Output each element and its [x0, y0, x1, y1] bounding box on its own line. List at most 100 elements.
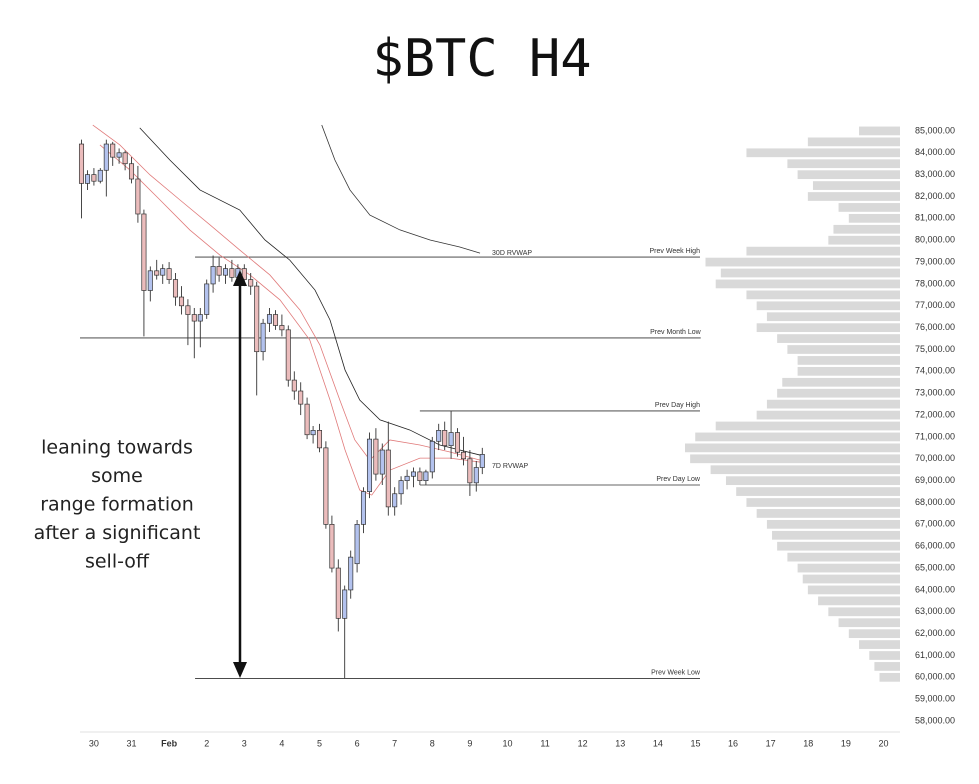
candle-body	[473, 467, 479, 484]
profile-bar	[879, 672, 900, 682]
x-tick-label: 18	[803, 738, 813, 748]
y-tick-label: 71,000.00	[915, 431, 955, 441]
rvwap-line	[321, 124, 481, 254]
profile-bar	[874, 662, 900, 671]
y-tick-label: 76,000.00	[915, 322, 955, 332]
candle-body	[266, 314, 273, 324]
annotation-line: leaning towards	[41, 437, 193, 459]
candle-body	[316, 430, 323, 449]
chart-title: $BTC H4	[372, 29, 591, 89]
profile-bar	[782, 377, 900, 387]
plot: Prev Week High Prev Month Low Prev Day Hig…	[78, 124, 702, 679]
line-label: 30D RVWAP	[492, 250, 532, 257]
profile-bar	[787, 345, 900, 354]
y-tick-label: 63,000.00	[915, 606, 955, 616]
profile-bar	[746, 290, 900, 300]
profile-bar	[777, 388, 900, 398]
candle-body	[423, 471, 429, 481]
candle-body	[197, 314, 203, 322]
level-label: Prev Week Low	[651, 669, 701, 676]
candle-body	[417, 471, 423, 481]
y-tick-label: 69,000.00	[915, 475, 955, 485]
y-tick-label: 64,000.00	[915, 584, 955, 594]
candle-body	[467, 458, 473, 484]
candle-body	[229, 268, 235, 278]
y-tick-label: 60,000.00	[915, 672, 955, 682]
volume-profile	[685, 126, 900, 682]
profile-bar	[848, 213, 900, 223]
profile-bar	[720, 268, 900, 278]
profile-bar	[797, 170, 900, 180]
rvwap-line	[139, 127, 481, 456]
candle-body	[298, 390, 304, 405]
y-tick-label: 62,000.00	[915, 628, 955, 638]
x-tick-label: 4	[279, 738, 284, 748]
profile-bar	[746, 246, 900, 256]
x-tick-label: 6	[355, 738, 360, 748]
candle-body	[360, 491, 367, 525]
profile-bar	[807, 137, 900, 147]
candle-body	[204, 283, 210, 315]
profile-bar	[736, 487, 900, 496]
candle-body	[448, 432, 454, 447]
candle-body	[385, 449, 391, 508]
y-tick-label: 73,000.00	[915, 388, 955, 398]
candle-body	[216, 266, 222, 276]
y-tick-label: 75,000.00	[915, 344, 955, 354]
profile-bar	[807, 192, 900, 201]
profile-bar	[869, 651, 900, 660]
x-tick-label: 5	[317, 738, 322, 748]
y-tick-label: 84,000.00	[915, 147, 955, 157]
profile-bar	[777, 334, 900, 343]
candle-body	[404, 475, 410, 481]
candle-body	[460, 451, 467, 460]
profile-bar	[797, 356, 900, 365]
profile-bar	[787, 552, 900, 562]
x-tick-label: 13	[615, 738, 625, 748]
y-tick-label: 67,000.00	[915, 519, 955, 529]
x-tick-label: 9	[467, 738, 472, 748]
profile-bar	[746, 498, 900, 507]
y-tick-label: 59,000.00	[915, 694, 955, 704]
level-label: Prev Week High	[650, 248, 701, 255]
profile-bar	[807, 585, 900, 595]
y-tick-label: 81,000.00	[915, 213, 955, 223]
profile-bar	[848, 629, 900, 639]
profile-bar	[715, 279, 900, 289]
annotation-line: sell-off	[85, 551, 150, 573]
x-tick-label: 2	[204, 738, 209, 748]
candle-body	[310, 430, 316, 436]
level-label: Prev Day Low	[656, 476, 701, 483]
x-tick-label: 8	[430, 738, 435, 748]
x-tick-label: 17	[766, 738, 776, 748]
candle-body	[222, 268, 229, 276]
profile-bar	[766, 399, 900, 409]
profile-bar	[690, 454, 900, 464]
candle-body	[366, 438, 373, 492]
x-tick-label: 20	[878, 738, 888, 748]
y-tick-label: 58,000.00	[915, 715, 955, 725]
candle-body	[479, 454, 485, 468]
candle-body	[135, 178, 141, 215]
candle-body	[116, 152, 122, 158]
x-tick-label: 19	[841, 738, 851, 748]
y-tick-label: 68,000.00	[915, 497, 955, 507]
candle-body	[78, 143, 85, 184]
candle-body	[97, 169, 103, 182]
profile-bar	[756, 509, 900, 518]
candle-body	[342, 589, 348, 619]
profile-bar	[797, 563, 900, 573]
candle-body	[141, 213, 147, 291]
profile-bar	[812, 181, 900, 190]
candle-body	[128, 163, 135, 180]
candle-body	[85, 174, 91, 184]
candle-body	[454, 432, 460, 453]
candle-body	[291, 379, 297, 392]
candle-body	[241, 268, 247, 280]
candle-body	[254, 285, 260, 353]
candle-body	[166, 268, 172, 280]
candle-body	[410, 471, 417, 477]
candle-body	[398, 480, 404, 495]
